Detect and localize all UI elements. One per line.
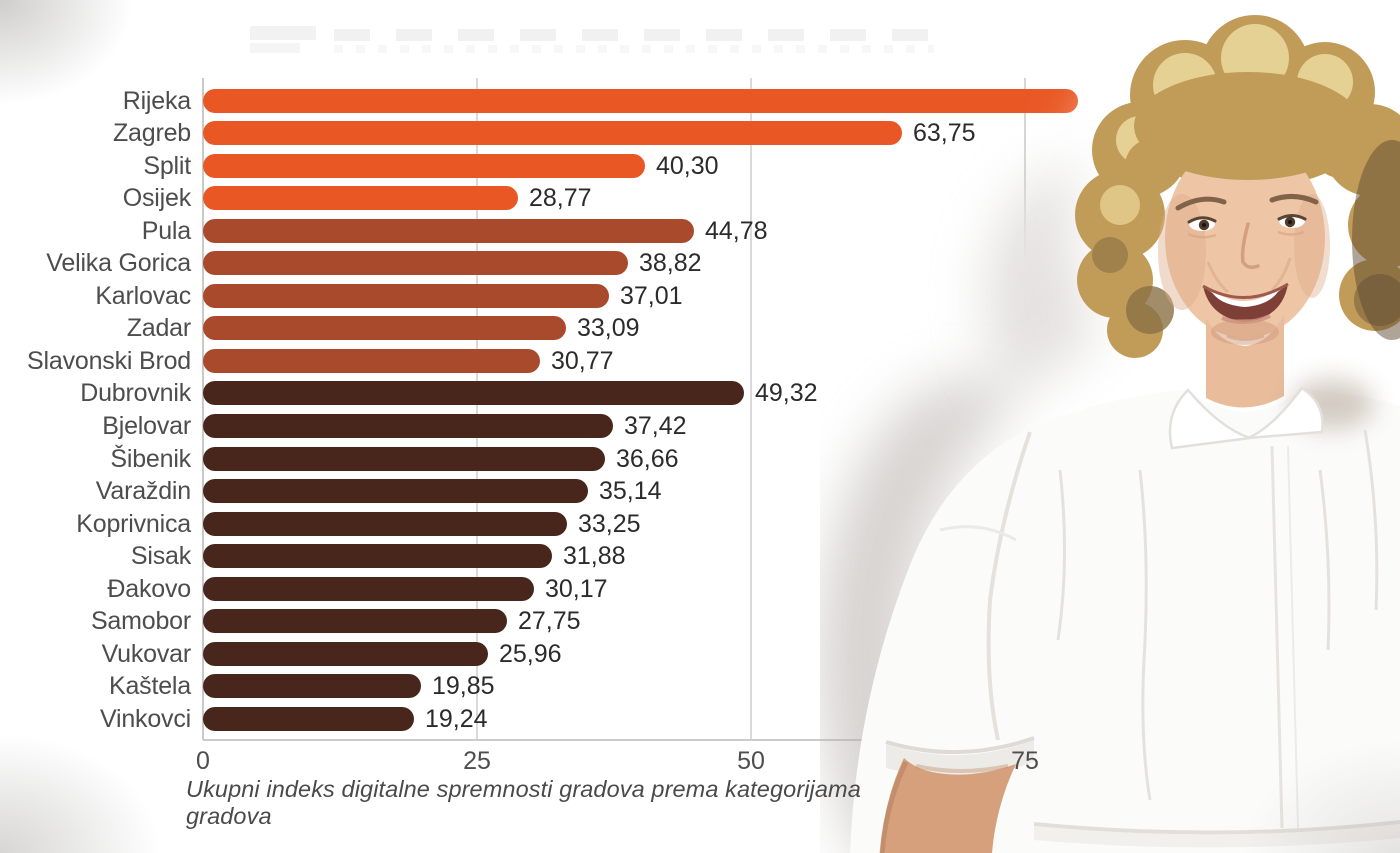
city-label: Pula (141, 216, 191, 245)
city-label: Đakovo (107, 574, 191, 603)
bar (203, 446, 605, 471)
bar (203, 121, 902, 146)
person-arm (879, 758, 1016, 853)
city-label: Rijeka (122, 86, 191, 115)
city-label: Sisak (130, 542, 191, 571)
city-label: Karlovac (95, 281, 191, 310)
city-label: Šibenik (110, 444, 191, 473)
bar (203, 544, 552, 569)
value-label: 38,82 (639, 249, 702, 278)
bar (203, 218, 694, 243)
person-face (1125, 72, 1366, 341)
value-label: 30,77 (551, 346, 614, 375)
person-shirt (850, 378, 1400, 853)
bar (203, 511, 567, 536)
value-label: 44,78 (705, 216, 768, 245)
value-label: 37,42 (624, 412, 687, 440)
city-label: Zadar (126, 314, 192, 343)
gridline-75 (1024, 78, 1026, 262)
person-photo (820, 0, 1400, 853)
gridline-25 (476, 78, 478, 740)
value-label: 31,88 (563, 542, 626, 571)
bar (203, 609, 507, 634)
value-label: 19,85 (432, 672, 495, 701)
bar (203, 576, 534, 601)
city-label: Vinkovci (99, 704, 191, 733)
city-label: Zagreb (112, 119, 191, 148)
city-label: Velika Gorica (46, 249, 191, 278)
city-label: Slavonski Brod (27, 346, 191, 375)
x-axis-line (203, 739, 1060, 741)
value-label: 40,30 (656, 151, 719, 180)
bar (203, 381, 744, 406)
bar (203, 479, 588, 504)
value-label: 63,75 (913, 119, 976, 148)
bar (203, 88, 1078, 113)
value-label: 49,32 (755, 379, 818, 408)
value-label: 27,75 (518, 607, 581, 636)
city-label: Koprivnica (76, 509, 191, 538)
value-label: 25,96 (499, 639, 562, 668)
city-label: Kaštela (109, 672, 191, 701)
bar (203, 348, 540, 373)
value-label: 30,17 (545, 574, 608, 603)
value-label: 36,66 (616, 444, 679, 473)
bar (203, 153, 645, 178)
city-label: Split (143, 151, 191, 180)
value-label: 33,25 (578, 509, 641, 538)
bar (203, 706, 414, 731)
city-label: Vukovar (101, 639, 192, 668)
bar (203, 641, 488, 666)
value-label: 28,77 (529, 184, 592, 213)
gridline-0 (202, 78, 204, 740)
gridline-50 (750, 78, 752, 740)
value-label: 35,14 (599, 477, 662, 506)
city-label: Dubrovnik (80, 379, 191, 408)
city-label: Samobor (90, 607, 191, 636)
bar (203, 283, 609, 308)
value-label: 37,01 (620, 281, 683, 310)
bar (203, 316, 566, 341)
city-label: Bjelovar (102, 412, 191, 440)
value-label: 19,24 (425, 704, 488, 733)
city-label: Varaždin (95, 477, 191, 506)
bar (203, 414, 613, 438)
bar (203, 251, 628, 276)
value-label: 33,09 (577, 314, 640, 343)
city-label: Osijek (122, 184, 191, 213)
bar (203, 186, 518, 211)
bar (203, 674, 421, 699)
